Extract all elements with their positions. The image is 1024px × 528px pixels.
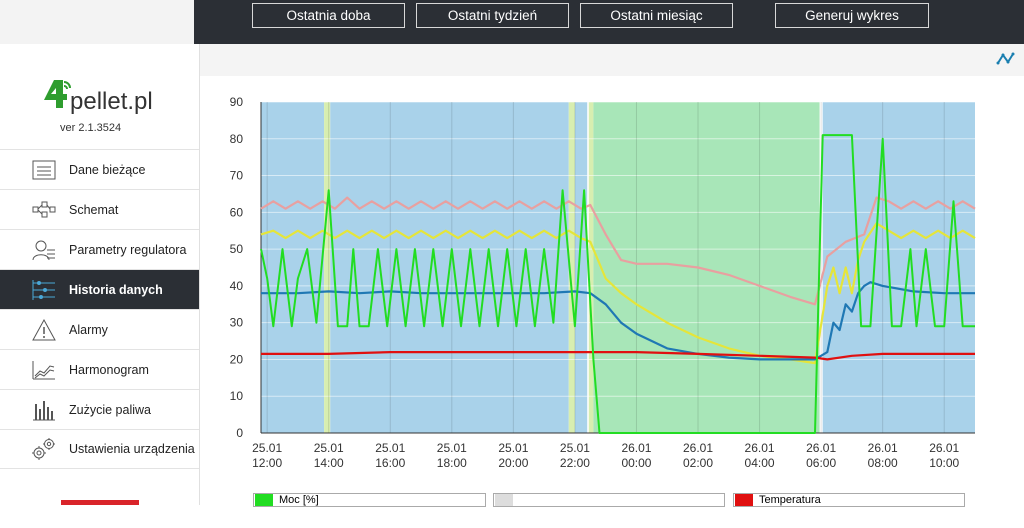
y-tick-label: 50 [230, 242, 244, 256]
y-tick-label: 10 [230, 389, 244, 403]
gears-icon [31, 438, 57, 460]
x-tick-label-date: 25.01 [375, 441, 405, 455]
chart-band-0 [261, 102, 325, 433]
history-chart[interactable]: 010203040506070809025.0112:0025.0114:002… [200, 88, 1024, 528]
x-tick-label-date: 26.01 [683, 441, 713, 455]
chart-band-1 [324, 102, 331, 433]
top-left-blank [0, 0, 194, 44]
legend-swatch [735, 494, 753, 506]
sidebar-item-data-history[interactable]: Historia danych [0, 269, 199, 309]
schedule-chart-icon [31, 359, 57, 381]
legend-swatch [255, 494, 273, 506]
x-tick-label-date: 26.01 [929, 441, 959, 455]
y-tick-label: 40 [230, 279, 244, 293]
x-tick-label-time: 00:00 [621, 456, 651, 470]
series-line-0 [260, 196, 976, 306]
sidebar-item-label: Zużycie paliwa [69, 402, 151, 417]
bar-chart-icon [31, 399, 57, 421]
x-tick-label-time: 02:00 [683, 456, 713, 470]
version-label: ver 2.1.3524 [60, 122, 122, 134]
x-tick-label-date: 25.01 [252, 441, 282, 455]
x-tick-label-time: 14:00 [314, 456, 344, 470]
content-header-band [200, 44, 1024, 76]
chart-options-icon[interactable] [996, 50, 1016, 68]
brand-name: pellet.pl [70, 88, 153, 115]
sidebar-menu: Dane bieżące Schemat Parametry regulator… [0, 149, 199, 469]
y-tick-label: 30 [230, 316, 244, 330]
x-tick-label-date: 25.01 [498, 441, 528, 455]
sidebar-item-alarms[interactable]: Alarmy [0, 309, 199, 349]
user-settings-icon [31, 239, 57, 261]
y-tick-label: 60 [230, 205, 244, 219]
schema-icon [31, 199, 57, 221]
chart-band-7 [822, 102, 975, 433]
sidebar-item-current-data[interactable]: Dane bieżące [0, 149, 199, 189]
last-week-button[interactable]: Ostatni tydzień [416, 3, 569, 28]
sidebar-item-schema[interactable]: Schemat [0, 189, 199, 229]
history-icon [31, 279, 57, 301]
x-tick-label-date: 26.01 [806, 441, 836, 455]
chart-band-5 [588, 102, 594, 433]
legend-label: Moc [%] [279, 494, 319, 506]
logo: pellet.pl ver 2.1.3524 [40, 80, 170, 140]
last-day-button[interactable]: Ostatnia doba [252, 3, 405, 28]
main-content: 0 10 20 30 40 50 60 70 80 90 25.01 12:00 25.01 14:00 2… [200, 44, 1024, 507]
x-tick-label-time: 08:00 [868, 456, 898, 470]
legend-swatch [495, 494, 513, 506]
legend-item-power[interactable]: Moc [%] [253, 493, 486, 507]
x-tick-label-time: 22:00 [560, 456, 590, 470]
top-toolbar: Ostatnia doba Ostatni tydzień Ostatni mi… [194, 0, 1024, 44]
x-tick-label-date: 26.01 [868, 441, 898, 455]
x-tick-label-date: 25.01 [314, 441, 344, 455]
accent-bar [61, 500, 139, 505]
x-tick-label-time: 10:00 [929, 456, 959, 470]
generate-chart-button[interactable]: Generuj wykres [775, 3, 929, 28]
x-tick-label-date: 26.01 [745, 441, 775, 455]
sidebar-item-fuel-usage[interactable]: Zużycie paliwa [0, 389, 199, 429]
chart-band-3 [568, 102, 575, 433]
y-tick-label: 70 [230, 169, 244, 183]
sidebar-item-label: Dane bieżące [69, 162, 146, 177]
sidebar-item-schedule[interactable]: Harmonogram [0, 349, 199, 389]
series-line-4 [260, 134, 975, 434]
last-month-button[interactable]: Ostatni miesiąc [580, 3, 733, 28]
y-tick-label: 20 [230, 352, 244, 366]
y-tick-label: 80 [230, 132, 244, 146]
logo-four-icon [44, 80, 71, 108]
x-tick-label-time: 04:00 [745, 456, 775, 470]
y-tick-label: 90 [230, 95, 244, 109]
x-tick-label-time: 16:00 [375, 456, 405, 470]
x-tick-label-time: 18:00 [437, 456, 467, 470]
sidebar: pellet.pl ver 2.1.3524 Dane bieżące Sche… [0, 44, 200, 505]
sidebar-item-label: Historia danych [69, 282, 163, 297]
x-tick-label-time: 06:00 [806, 456, 836, 470]
y-tick-label: 0 [236, 426, 243, 440]
series-line-3 [261, 351, 975, 361]
sidebar-item-regulator-params[interactable]: Parametry regulatora [0, 229, 199, 269]
sidebar-item-label: Ustawienia urządzenia [69, 442, 195, 456]
sidebar-item-label: Harmonogram [69, 362, 149, 377]
x-tick-label-time: 20:00 [498, 456, 528, 470]
chart-band-4 [574, 102, 588, 433]
x-tick-label-date: 25.01 [560, 441, 590, 455]
legend-label: Temperatura [759, 494, 821, 506]
sidebar-item-label: Alarmy [69, 322, 108, 337]
x-tick-label-date: 26.01 [621, 441, 651, 455]
sidebar-item-label: Schemat [69, 202, 119, 217]
x-tick-label-date: 25.01 [437, 441, 467, 455]
monitor-icon [31, 159, 57, 181]
chart-band-6 [593, 102, 820, 433]
warning-icon [31, 318, 57, 341]
sidebar-item-device-settings[interactable]: Ustawienia urządzenia [0, 429, 199, 469]
x-tick-label-time: 12:00 [252, 456, 282, 470]
sidebar-item-label: Parametry regulatora [69, 242, 187, 257]
